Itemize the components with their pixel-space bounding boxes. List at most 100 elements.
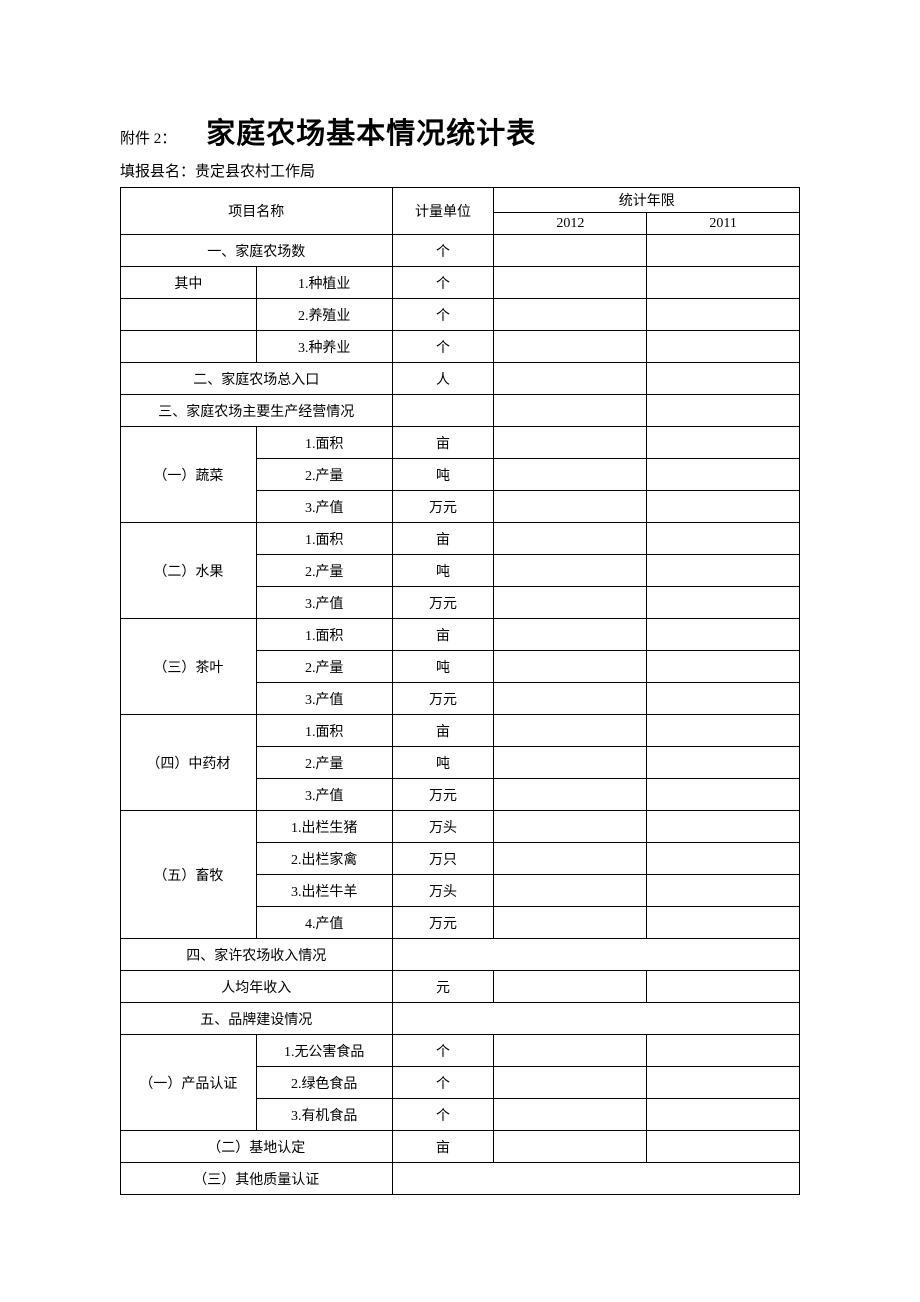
item-label: 2.绿色食品 xyxy=(256,1067,392,1099)
table-row: （四）中药材 1.面积 亩 xyxy=(121,715,800,747)
table-row: 其中 1.种植业 个 xyxy=(121,267,800,299)
item-label: 2.产量 xyxy=(256,555,392,587)
qizhong-label: 其中 xyxy=(121,267,257,299)
data-cell xyxy=(647,907,800,939)
header-year: 统计年限 xyxy=(494,188,800,213)
data-cell xyxy=(494,267,647,299)
data-cell xyxy=(494,715,647,747)
data-cell xyxy=(647,971,800,1003)
data-cell xyxy=(494,427,647,459)
item-label: 3.种养业 xyxy=(256,331,392,363)
data-cell xyxy=(494,811,647,843)
data-cell xyxy=(647,299,800,331)
unit-cell: 亩 xyxy=(392,619,494,651)
data-cell xyxy=(494,971,647,1003)
unit-cell: 个 xyxy=(392,299,494,331)
data-cell xyxy=(647,843,800,875)
unit-cell: 万头 xyxy=(392,811,494,843)
data-cell xyxy=(494,331,647,363)
group-7-label: （二）基地认定 xyxy=(121,1131,393,1163)
unit-cell: 亩 xyxy=(392,1131,494,1163)
unit-cell: 万元 xyxy=(392,683,494,715)
item-label: 1.面积 xyxy=(256,619,392,651)
group-3-label: （三）茶叶 xyxy=(121,619,257,715)
unit-cell: 个 xyxy=(392,331,494,363)
group-4-label: （四）中药材 xyxy=(121,715,257,811)
data-cell xyxy=(647,779,800,811)
item-label: 2.产量 xyxy=(256,747,392,779)
item-label: 3.产值 xyxy=(256,779,392,811)
group-8-label: （三）其他质量认证 xyxy=(121,1163,393,1195)
data-cell xyxy=(494,843,647,875)
data-cell xyxy=(494,1067,647,1099)
header-project-name: 项目名称 xyxy=(121,188,393,235)
data-cell xyxy=(647,811,800,843)
table-row: 四、家许农场收入情况 xyxy=(121,939,800,971)
subtitle-value: 贵定县农村工作局 xyxy=(195,164,315,180)
table-row: （二）水果 1.面积 亩 xyxy=(121,523,800,555)
data-cell xyxy=(647,427,800,459)
table-row: （三）其他质量认证 xyxy=(121,1163,800,1195)
unit-cell: 个 xyxy=(392,1099,494,1131)
statistics-table: 项目名称 计量单位 统计年限 2012 2011 一、家庭农场数 个 其中 1.… xyxy=(120,187,800,1195)
data-cell xyxy=(647,587,800,619)
item-label: 4.产值 xyxy=(256,907,392,939)
item-label: 2.产量 xyxy=(256,459,392,491)
unit-cell: 万元 xyxy=(392,587,494,619)
empty-span-cell xyxy=(392,939,799,971)
data-cell xyxy=(647,235,800,267)
data-cell xyxy=(494,587,647,619)
unit-cell: 元 xyxy=(392,971,494,1003)
data-cell xyxy=(494,491,647,523)
table-row: 3.种养业 个 xyxy=(121,331,800,363)
section-1-label: 一、家庭农场数 xyxy=(121,235,393,267)
data-cell xyxy=(494,395,647,427)
data-cell xyxy=(494,523,647,555)
unit-cell: 吨 xyxy=(392,555,494,587)
unit-cell: 亩 xyxy=(392,427,494,459)
data-cell xyxy=(647,619,800,651)
unit-cell: 万头 xyxy=(392,875,494,907)
data-cell xyxy=(494,619,647,651)
unit-cell: 亩 xyxy=(392,523,494,555)
data-cell xyxy=(494,875,647,907)
table-row: 二、家庭农场总入口 人 xyxy=(121,363,800,395)
table-row: （三）茶叶 1.面积 亩 xyxy=(121,619,800,651)
unit-cell: 人 xyxy=(392,363,494,395)
item-label: 3.产值 xyxy=(256,683,392,715)
table-row: （一）产品认证 1.无公害食品 个 xyxy=(121,1035,800,1067)
section-2-label: 二、家庭农场总入口 xyxy=(121,363,393,395)
data-cell xyxy=(494,235,647,267)
group-6-label: （一）产品认证 xyxy=(121,1035,257,1131)
unit-cell: 万元 xyxy=(392,907,494,939)
section-1-unit: 个 xyxy=(392,235,494,267)
unit-cell: 个 xyxy=(392,1035,494,1067)
header-unit: 计量单位 xyxy=(392,188,494,235)
data-cell xyxy=(647,555,800,587)
data-cell xyxy=(647,331,800,363)
item-label: 1.面积 xyxy=(256,523,392,555)
unit-cell: 吨 xyxy=(392,651,494,683)
data-cell xyxy=(647,1035,800,1067)
unit-cell: 吨 xyxy=(392,459,494,491)
header-year1: 2012 xyxy=(494,213,647,235)
table-row: 人均年收入 元 xyxy=(121,971,800,1003)
data-cell xyxy=(647,1099,800,1131)
section-5-label: 五、品牌建设情况 xyxy=(121,1003,393,1035)
group-2-label: （二）水果 xyxy=(121,523,257,619)
table-row: （一）蔬菜 1.面积 亩 xyxy=(121,427,800,459)
empty-cell xyxy=(121,331,257,363)
item-label: 3.产值 xyxy=(256,587,392,619)
table-row: 2.养殖业 个 xyxy=(121,299,800,331)
data-cell xyxy=(494,907,647,939)
item-label: 1.面积 xyxy=(256,715,392,747)
data-cell xyxy=(647,683,800,715)
item-label: 3.有机食品 xyxy=(256,1099,392,1131)
item-label: 1.面积 xyxy=(256,427,392,459)
data-cell xyxy=(647,491,800,523)
data-cell xyxy=(647,267,800,299)
data-cell xyxy=(494,1131,647,1163)
data-cell xyxy=(647,395,800,427)
section-3-label: 三、家庭农场主要生产经营情况 xyxy=(121,395,393,427)
item-label: 2.养殖业 xyxy=(256,299,392,331)
